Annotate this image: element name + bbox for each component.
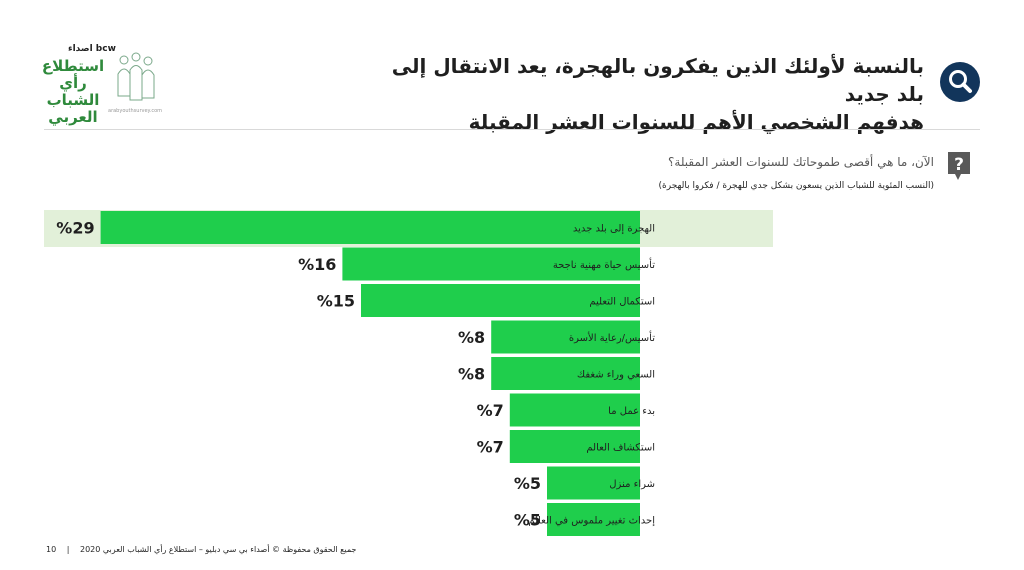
logo-name: استطلاع رأي الشباب العربي [34,58,112,126]
bar-2 [342,247,640,281]
header-divider [44,129,980,130]
logo-name-line-1: استطلاع [41,57,105,75]
value-label-9: %5 [514,511,541,530]
bar-3 [361,284,640,317]
bar-8 [547,466,640,500]
value-label-5: %8 [458,365,485,384]
category-label-2: تأسيس حياة مهنية ناجحة [553,257,655,271]
people-illustration-icon [117,52,155,101]
category-label-1: الهجرة إلى بلد جديد [573,224,655,235]
bar-9 [547,503,640,536]
footer-separator: | [66,545,70,554]
page-number: 10 [46,545,57,554]
page-title-line-2: هدفهم الشخصي الأهم للسنوات العشر المقبلة [468,110,924,134]
survey-base-note: (النسب المئوية للشباب الذين يسعون بشكل ج… [658,181,935,191]
survey-logo: اصداء bcw استطلاع رأي الشباب العربي arab… [30,44,163,126]
footer: 10 | جميع الحقوق محفوظة © أصداء بي سي دب… [46,545,356,554]
value-label-7: %7 [477,438,504,457]
category-label-4: تأسيس/رعاية الأسرة [569,330,655,344]
category-label-7: استكشاف العالم [586,443,655,454]
magnifier-icon [940,62,980,102]
category-label-8: شراء منزل [609,479,655,490]
value-label-2: %16 [298,255,336,274]
category-label-5: السعي وراء شغفك [577,370,655,381]
footer-copyright: جميع الحقوق محفوظة © أصداء بي سي دبليو –… [79,545,357,554]
value-label-3: %15 [317,292,355,311]
logo-brand: اصداء bcw [68,44,116,54]
value-label-4: %8 [458,328,485,347]
category-label-6: بدء عمل ما [608,406,655,417]
survey-question: الآن، ما هي أقصى طموحاتك للسنوات العشر ا… [668,155,934,169]
bar-7 [509,430,640,463]
category-label-9: إحداث تغيير ملموس في العالم [528,516,655,527]
question-bubble-icon: ? [948,152,970,180]
category-label-3: استكمال التعليم [589,297,655,308]
logo-name-line-3: العربي [48,108,98,126]
logo-name-line-2: رأي الشباب [46,74,100,109]
value-label-8: %5 [514,474,541,493]
page-title-line-1: بالنسبة لأولئك الذين يفكرون بالهجرة، يعد… [391,54,924,106]
bar-4 [491,320,640,354]
value-label-6: %7 [477,401,504,420]
bar-1 [100,211,641,244]
bar-5 [491,357,640,390]
logo-url: arabyouthsurvey.com [108,108,163,114]
svg-text:?: ? [954,155,964,175]
value-label-1: %29 [56,219,94,238]
bar-6 [509,393,640,427]
page-title: بالنسبة لأولئك الذين يفكرون بالهجرة، يعد… [364,52,924,136]
